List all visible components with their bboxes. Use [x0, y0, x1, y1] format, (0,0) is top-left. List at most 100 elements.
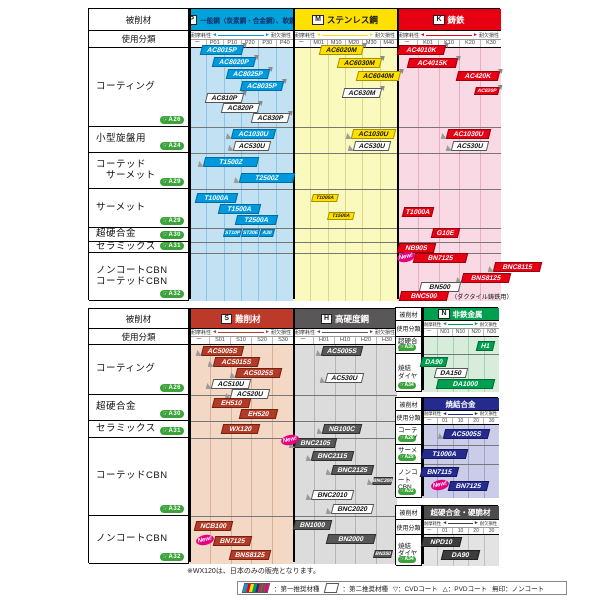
- page-ref-tag: ☞A24: [159, 142, 184, 150]
- arrow-right-icon: ►: [473, 410, 479, 417]
- grade-label: NCB100: [193, 521, 234, 531]
- section-title-text: 一般鋼（炭素鋼・合金鋼）、軟鋼: [200, 17, 293, 25]
- grid-line: [223, 48, 225, 301]
- section-divider: [422, 506, 424, 564]
- section-body-k: [397, 48, 501, 301]
- section-badge-n: N: [438, 309, 450, 319]
- grade-label: BN7125: [212, 536, 253, 546]
- column-header: M40: [379, 40, 398, 47]
- section-title-text: 難削材: [235, 313, 261, 324]
- arrow-left-icon: ◄: [442, 520, 448, 526]
- arrow-left-icon: ◄: [316, 329, 321, 335]
- grade-label: BN1000: [292, 520, 333, 530]
- axis-wear-label: 耐摩耗性: [191, 330, 212, 336]
- grade-label: AC420K: [455, 71, 501, 81]
- column-header: 20: [467, 418, 484, 424]
- arrow-left-icon: ◄: [420, 31, 425, 38]
- axis-chip-label: 耐欠損性: [479, 411, 497, 416]
- page-ref-tag: ☞A34: [398, 556, 416, 563]
- column-header: K01: [417, 40, 438, 47]
- grid-line: [345, 48, 346, 301]
- column-header: M10: [327, 40, 345, 47]
- grade-label: AC820P: [220, 103, 261, 113]
- axis-chip-label: 耐欠損性: [479, 520, 497, 526]
- usage-header: 使用分類: [89, 31, 189, 48]
- arrow-left-icon: ◄: [442, 410, 448, 417]
- row-label: サーメット☞A29: [89, 189, 189, 228]
- row-line: [293, 253, 397, 254]
- grid-line: [468, 337, 470, 392]
- column-header: 30: [483, 528, 499, 534]
- grid-line: [379, 48, 381, 301]
- column-header: H10: [334, 337, 355, 344]
- table-top: 被削材 使用分類 コーティング ☞A26 小型旋盤用 ☞A24 コーテッド サーメット ☞A2…: [88, 8, 543, 301]
- grid-line: [355, 345, 357, 564]
- grade-label: AC5015S: [212, 357, 261, 367]
- grade-label: AC510U: [210, 379, 252, 389]
- column-header: S01: [209, 337, 230, 344]
- section-divider: [189, 309, 191, 562]
- axis-chip-label: 耐欠損性: [270, 330, 291, 336]
- axis-row: 耐摩耗性 ◄ ► 耐欠損性: [422, 411, 499, 418]
- row-label: コーテッド サーメット ☞A29: [89, 153, 189, 189]
- axis-row: 耐摩耗性 ◄ ► 耐欠損性: [397, 31, 501, 40]
- section-badge-k: K: [433, 14, 445, 25]
- axis-chip-label: 耐欠損性: [374, 330, 395, 336]
- swatch-stripe: [264, 584, 269, 592]
- column-header: 10: [452, 418, 468, 424]
- row-label: ノンコート CBN☞A32: [396, 464, 422, 498]
- page-ref-tag: ☞A30: [398, 344, 416, 351]
- row-line: [293, 516, 397, 517]
- arrow-left-icon: ◄: [316, 31, 321, 38]
- grid-line: [376, 345, 378, 564]
- grade-label: BN7125: [447, 481, 490, 491]
- grade-label: T1000A: [311, 194, 339, 202]
- row-label: ノンコートCBN コーテッドCBN ☞A32: [89, 253, 189, 301]
- axis-arrow-line: [217, 332, 265, 333]
- page-ref-tag: ☞A26: [159, 384, 184, 392]
- grid-line: [437, 425, 439, 498]
- section-badge-h: H: [320, 313, 333, 324]
- column-header-row: ー N01 N10 N20 N30: [422, 329, 499, 337]
- axis-arrow-line: [425, 34, 473, 36]
- grid-line: [483, 337, 485, 392]
- section-title-text: 非鉄金属: [452, 309, 483, 319]
- row-line: [397, 242, 501, 243]
- row-line: [189, 253, 293, 254]
- section-title-text: 焼結合金: [445, 399, 476, 409]
- row-label: 小型旋盤用 ☞A24: [89, 127, 189, 153]
- section-title-p: P 一般鋼（炭素鋼・合金鋼）、軟鋼: [189, 9, 293, 31]
- arrow-right-icon: ►: [265, 329, 270, 335]
- legend-uncoated-label: 無印：ノンコート: [492, 586, 545, 593]
- axis-wear-label: 耐摩耗性: [295, 330, 316, 336]
- row-line: [293, 242, 397, 243]
- section-title-n: N 非鉄金属: [422, 308, 499, 321]
- column-header: N20: [467, 329, 484, 336]
- column-header: ー: [298, 39, 304, 46]
- column-header: P40: [275, 40, 294, 47]
- note-text: （ダクタイル鋳鉄用）: [451, 294, 513, 301]
- first-choice-swatch: [241, 583, 271, 593]
- page-ref-tag: ☞A26: [398, 435, 416, 442]
- column-header: H30: [376, 337, 397, 344]
- column-header: ー: [196, 336, 202, 343]
- column-header: ー: [194, 39, 200, 46]
- grade-label: WX120: [220, 424, 261, 434]
- axis-chip-label: 耐欠損性: [374, 32, 395, 39]
- arrow-right-icon: ►: [369, 31, 374, 38]
- grade-label: AC1030U: [350, 129, 397, 139]
- row-line: [189, 153, 293, 154]
- section-title-s: S 難削材: [189, 309, 293, 329]
- grade-label: BN7115: [419, 467, 460, 477]
- axis-wear-label: 耐摩耗性: [191, 32, 212, 39]
- column-header: K10: [438, 40, 459, 47]
- column-header-row: ー K01 K10 K20 K30: [397, 40, 501, 48]
- axis-wear-label: 耐摩耗性: [424, 411, 442, 416]
- grid-line: [480, 48, 482, 301]
- row-label: 超硬合金☞A30: [89, 228, 189, 242]
- axis-arrow-line: [321, 34, 369, 36]
- grid-line: [483, 535, 485, 566]
- grade-label: AC830P: [250, 113, 291, 123]
